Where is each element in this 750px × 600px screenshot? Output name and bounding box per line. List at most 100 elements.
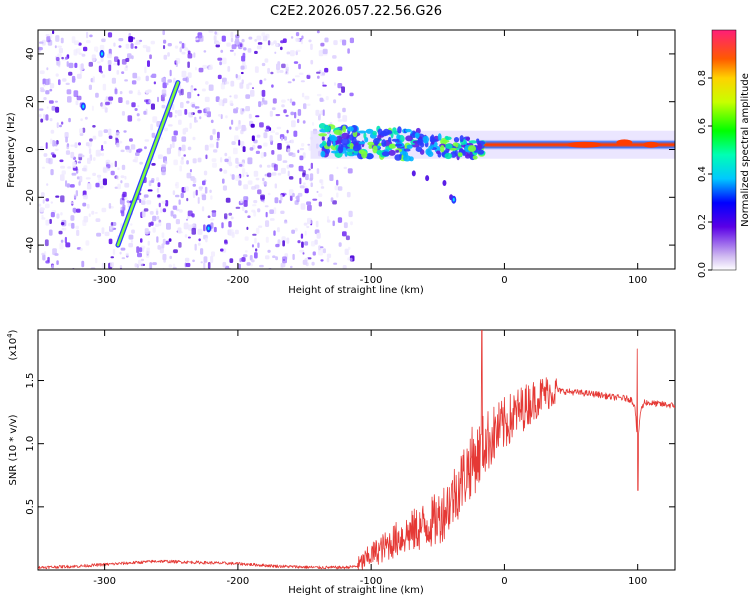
noise-cell bbox=[189, 169, 192, 173]
noise-cell bbox=[267, 249, 271, 253]
noise-cell bbox=[310, 59, 314, 65]
x-tick-label: -100 bbox=[360, 576, 383, 587]
noise-cell bbox=[147, 189, 153, 192]
noise-cell bbox=[125, 43, 130, 49]
noise-cell bbox=[49, 32, 53, 39]
noise-cell bbox=[348, 210, 353, 218]
noise-cell bbox=[186, 197, 189, 202]
echo-blob bbox=[363, 132, 367, 139]
noise-cell bbox=[295, 32, 300, 37]
noise-cell bbox=[126, 149, 130, 153]
noise-cell bbox=[172, 214, 177, 219]
noise-cell bbox=[195, 38, 198, 41]
noise-cell bbox=[40, 89, 45, 93]
noise-cell bbox=[257, 242, 260, 248]
noise-cell bbox=[279, 70, 284, 73]
noise-cell bbox=[187, 72, 192, 78]
noise-cell bbox=[192, 259, 195, 263]
noise-cell bbox=[142, 197, 146, 201]
echo-blob bbox=[403, 148, 411, 152]
noise-cell bbox=[187, 50, 191, 55]
noise-cell bbox=[270, 130, 275, 133]
noise-cell bbox=[59, 242, 64, 250]
noise-cell bbox=[303, 103, 307, 110]
noise-cell bbox=[200, 261, 203, 264]
noise-cell bbox=[190, 87, 194, 93]
noise-cell bbox=[228, 221, 232, 228]
noise-cell bbox=[114, 160, 117, 168]
noise-cell bbox=[121, 257, 126, 260]
noise-cell bbox=[102, 83, 107, 91]
echo-blob bbox=[388, 149, 396, 156]
noise-cell bbox=[179, 209, 183, 213]
noise-cell bbox=[49, 83, 55, 89]
noise-cell bbox=[290, 265, 293, 269]
noise-cell bbox=[160, 137, 163, 140]
noise-cell bbox=[255, 115, 260, 118]
noise-cell bbox=[114, 56, 119, 62]
noise-cell bbox=[263, 78, 267, 81]
noise-cell bbox=[95, 257, 98, 264]
noise-cell bbox=[291, 120, 296, 128]
noise-cell bbox=[288, 164, 294, 168]
noise-cell bbox=[269, 110, 273, 117]
noise-cell bbox=[110, 222, 114, 227]
noise-cell bbox=[54, 253, 59, 256]
noise-cell bbox=[284, 193, 287, 196]
noise-cell bbox=[246, 226, 249, 230]
noise-cell bbox=[245, 196, 249, 200]
noise-cell bbox=[140, 262, 144, 268]
noise-cell bbox=[238, 180, 242, 186]
noise-cell bbox=[191, 227, 196, 235]
noise-cell bbox=[247, 215, 251, 218]
noise-cell bbox=[124, 79, 128, 82]
noise-cell bbox=[181, 70, 187, 78]
noise-cell bbox=[173, 77, 176, 84]
noise-cell bbox=[242, 108, 245, 112]
noise-cell bbox=[280, 194, 283, 201]
noise-cell bbox=[76, 229, 80, 236]
noise-cell bbox=[228, 162, 233, 167]
noise-cell bbox=[146, 247, 150, 251]
noise-cell bbox=[261, 89, 266, 97]
noise-cell bbox=[222, 261, 227, 268]
noise-cell bbox=[175, 194, 180, 198]
noise-cell bbox=[182, 128, 186, 135]
noise-cell bbox=[124, 175, 127, 180]
colorbar-tick-label: 0.8 bbox=[697, 70, 708, 86]
noise-cell bbox=[73, 49, 78, 56]
noise-cell bbox=[109, 225, 114, 230]
noise-cell bbox=[272, 98, 277, 104]
noise-cell bbox=[52, 140, 56, 147]
noise-cell bbox=[301, 35, 304, 40]
noise-cell bbox=[128, 242, 133, 248]
echo-blob bbox=[357, 130, 367, 134]
noise-cell bbox=[225, 115, 228, 119]
noise-cell bbox=[267, 192, 271, 196]
noise-cell bbox=[318, 248, 323, 256]
echo-blob bbox=[467, 145, 477, 152]
noise-cell bbox=[93, 157, 96, 161]
noise-cell bbox=[87, 157, 91, 164]
noise-cell bbox=[79, 128, 84, 134]
noise-cell bbox=[65, 136, 68, 143]
noise-cell bbox=[220, 248, 224, 252]
noise-cell bbox=[76, 95, 82, 101]
noise-cell bbox=[251, 259, 255, 263]
noise-cell bbox=[280, 46, 283, 51]
y-tick-label: 1.0 bbox=[25, 436, 36, 452]
noise-cell bbox=[60, 222, 65, 226]
noise-cell bbox=[75, 100, 79, 106]
noise-cell bbox=[162, 82, 167, 89]
noise-cell bbox=[131, 229, 135, 234]
noise-cell bbox=[231, 44, 237, 50]
noise-cell bbox=[147, 60, 150, 67]
noise-cell bbox=[124, 182, 130, 188]
echo-blob bbox=[404, 128, 412, 133]
noise-cell bbox=[126, 200, 130, 203]
colorbar-tick-label: 0.2 bbox=[697, 214, 708, 230]
noise-cell bbox=[336, 166, 339, 170]
noise-cell bbox=[101, 227, 105, 234]
echo-blob bbox=[332, 140, 336, 147]
noise-cell bbox=[52, 30, 55, 35]
